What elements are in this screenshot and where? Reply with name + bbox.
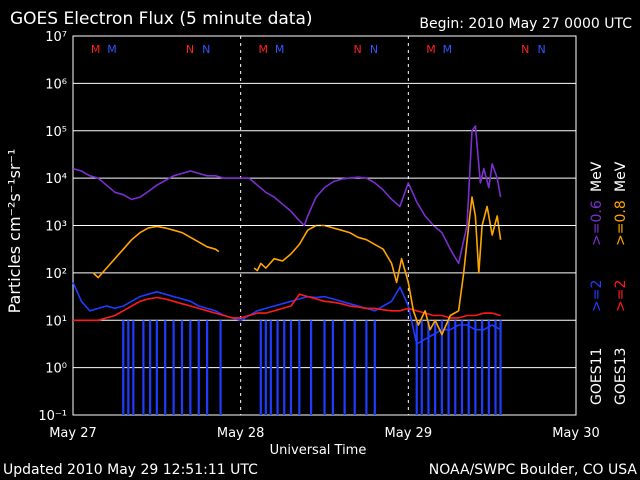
legend-goes11: GOES11	[589, 348, 605, 405]
credit-label: NOAA/SWPC Boulder, CO USA	[429, 462, 638, 478]
legend-goes11-high: >=0.6	[589, 200, 605, 246]
y-tick-label: 10²	[45, 267, 67, 282]
x-tick-label: May 27	[49, 426, 97, 441]
y-axis-label: Particles cm⁻²s⁻¹sr⁻¹	[5, 149, 24, 314]
legend-goes11-low: >=2	[589, 280, 605, 312]
y-tick-label: 10⁰	[45, 362, 67, 377]
marker-n-blue: N	[370, 43, 378, 56]
chart-title: GOES Electron Flux (5 minute data)	[10, 9, 313, 29]
data-series	[72, 125, 502, 415]
begin-label: Begin: 2010 May 27 0000 UTC	[419, 16, 632, 32]
x-tick-label: May 30	[552, 426, 600, 441]
right-legend: GOES11 GOES13 >=2 >=2 >=0.6 >=0.8 MeV Me…	[589, 161, 629, 405]
marker-m-blue: M	[275, 43, 285, 56]
y-tick-label: 10⁶	[45, 77, 67, 92]
legend-goes13-low: >=2	[613, 280, 629, 312]
y-axis-ticks: 10⁻¹ 10⁰ 10¹ 10² 10³ 10⁴ 10⁵ 10⁶ 10⁷	[38, 30, 67, 424]
x-axis-ticks: May 27 May 28 May 29 May 30	[49, 426, 600, 441]
marker-n-red: N	[353, 43, 361, 56]
marker-n-blue: N	[202, 43, 210, 56]
series-goes13-2-mev	[73, 293, 501, 322]
marker-m-blue: M	[107, 43, 117, 56]
marker-m-red: M	[426, 43, 436, 56]
marker-m-red: M	[91, 43, 101, 56]
legend-unit-2: MeV	[613, 161, 629, 192]
marker-n-red: N	[521, 43, 529, 56]
marker-n-blue: N	[538, 43, 546, 56]
x-tick-label: May 28	[217, 426, 265, 441]
marker-m-blue: M	[443, 43, 453, 56]
y-tick-label: 10³	[45, 220, 67, 235]
legend-goes13-high: >=0.8	[613, 200, 629, 246]
x-axis-label: Universal Time	[270, 443, 367, 458]
updated-timestamp: Updated 2010 May 29 12:51:11 UTC	[3, 462, 258, 478]
x-tick-label: May 29	[385, 426, 433, 441]
marker-n-red: N	[186, 43, 194, 56]
legend-unit-1: MeV	[589, 161, 605, 192]
y-tick-label: 10⁷	[45, 30, 67, 45]
y-tick-label: 10⁻¹	[38, 409, 67, 424]
y-tick-label: 10⁵	[45, 125, 67, 140]
series-goes13-0-8-mev	[92, 225, 220, 279]
series-goes13-0-8-mev	[253, 196, 502, 336]
series-goes11-0-6-mev	[72, 125, 502, 265]
y-tick-label: 10⁴	[45, 172, 67, 187]
series-goes11-2-mev	[72, 282, 501, 345]
marker-m-red: M	[259, 43, 269, 56]
legend-goes13: GOES13	[613, 348, 629, 405]
y-tick-label: 10¹	[45, 314, 67, 329]
